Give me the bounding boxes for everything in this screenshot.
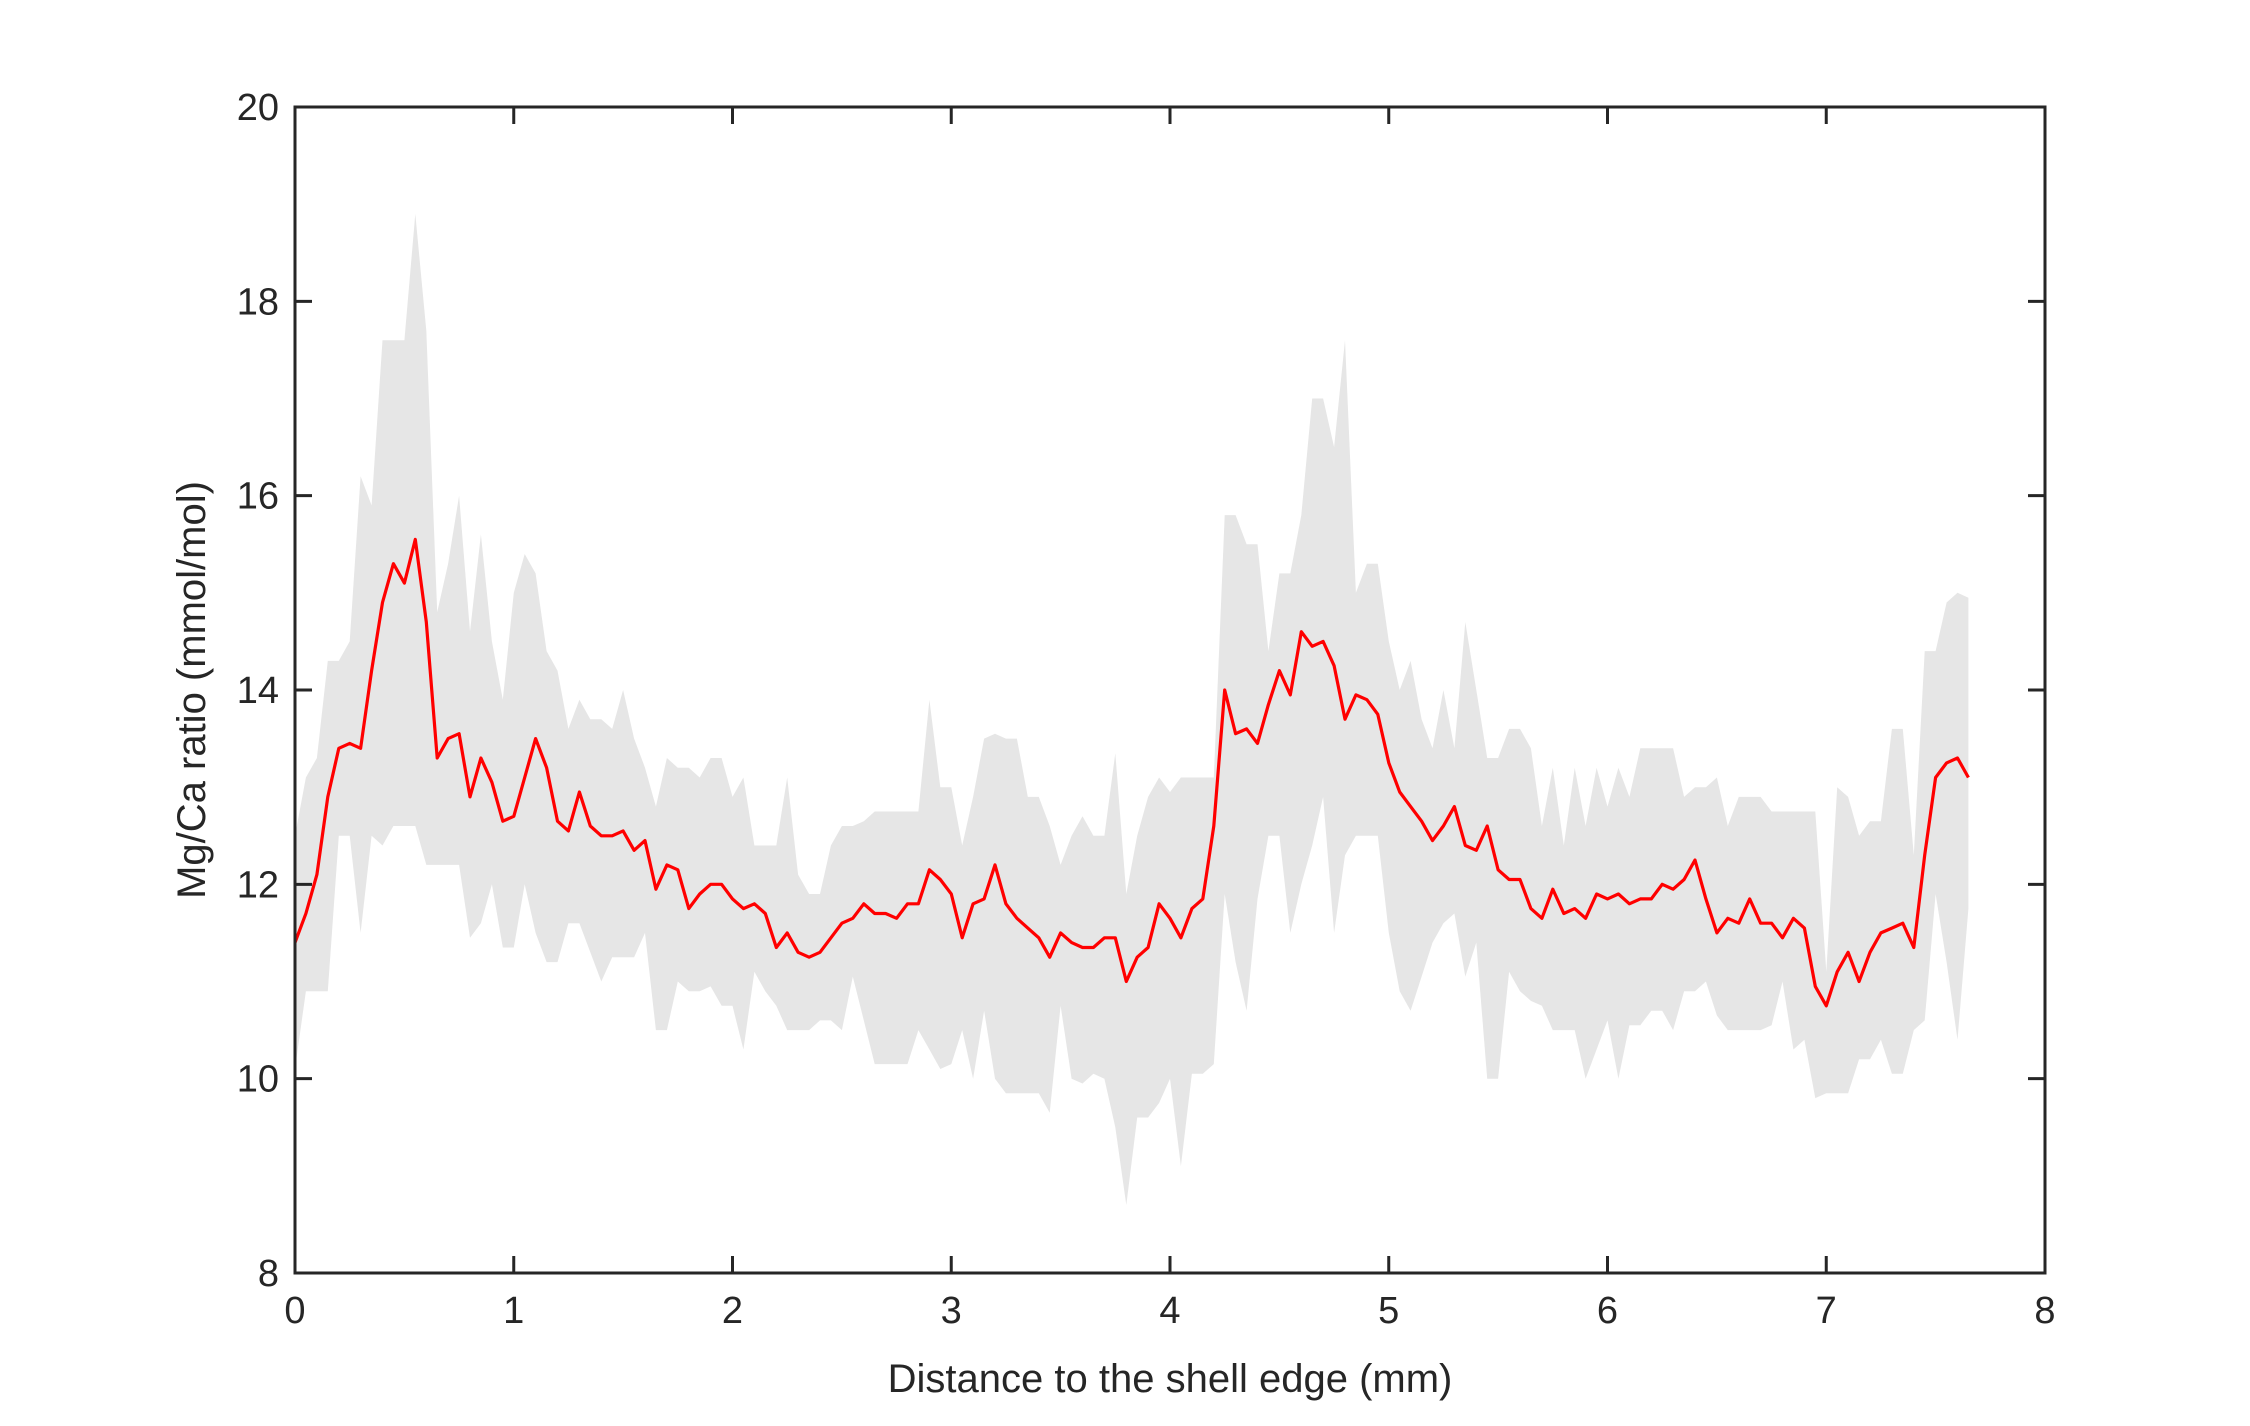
y-tick-label: 20 [237,87,279,129]
x-tick-label: 5 [1378,1290,1399,1332]
axes [293,105,2047,1275]
mean-line [293,537,1970,1008]
y-axis-label: Mg/Ca ratio (mmol/mol) [170,481,214,899]
y-tick-label: 10 [237,1059,279,1101]
plot-area [293,213,1970,1205]
x-tick-label: 3 [941,1290,962,1332]
x-tick-label: 8 [2034,1290,2055,1332]
x-axis-label: Distance to the shell edge (mm) [888,1357,1453,1401]
x-tick-label: 2 [722,1290,743,1332]
y-tick-label: 16 [237,476,279,518]
y-tick-labels: 8 10 12 14 16 18 20 [237,87,279,1295]
range-band [295,213,1969,1205]
y-tick-label: 12 [237,864,279,906]
x-tick-label: 6 [1597,1290,1618,1332]
y-tick-label: 8 [258,1253,279,1295]
x-tick-label: 0 [284,1290,305,1332]
x-tick-label: 1 [503,1290,524,1332]
x-tick-label: 7 [1816,1290,1837,1332]
x-tick-labels: 0 1 2 3 4 5 6 7 8 [284,1290,2055,1332]
x-tick-label: 4 [1159,1290,1180,1332]
y-tick-label: 18 [237,281,279,323]
y-tick-label: 14 [237,670,279,712]
